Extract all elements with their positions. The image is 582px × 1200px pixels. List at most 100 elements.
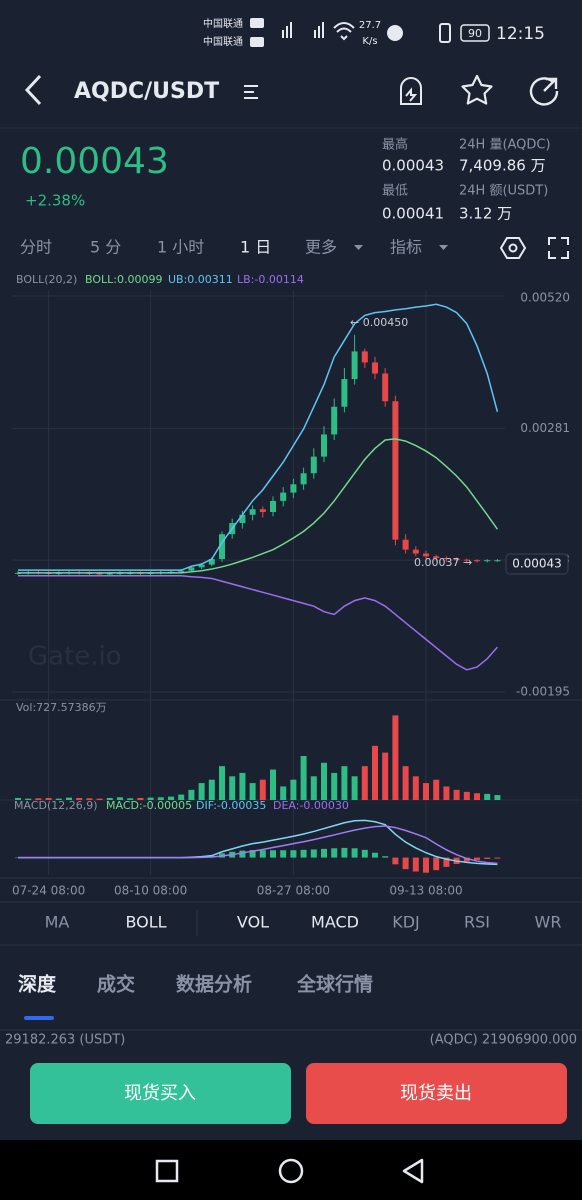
price-change: +2.38% xyxy=(25,192,85,210)
interval-tab[interactable]: 分时 xyxy=(20,238,52,257)
sell-label[interactable]: 现货卖出 xyxy=(400,1083,472,1104)
candle-body xyxy=(412,549,419,554)
macd-bar xyxy=(494,857,501,859)
battery-level: 90 xyxy=(468,27,482,40)
candle-body xyxy=(208,559,215,565)
volume-bar xyxy=(351,776,358,800)
alert-button[interactable] xyxy=(400,77,422,105)
last-price: 0.00043 xyxy=(20,141,169,182)
macd-bar xyxy=(443,857,450,867)
nav-recent[interactable] xyxy=(155,1159,179,1183)
indicator-tab-active[interactable]: MACD xyxy=(311,913,359,932)
nav-home[interactable] xyxy=(278,1158,304,1184)
back-button[interactable] xyxy=(24,74,42,106)
volume-bar xyxy=(331,772,338,800)
macd-bar xyxy=(239,850,246,858)
volume-bar xyxy=(239,772,246,800)
y-tick-label: 0.00281 xyxy=(520,421,570,435)
low-annotation: 0.00037 → xyxy=(414,556,472,569)
candle-body xyxy=(453,559,460,561)
favorite-button[interactable] xyxy=(461,74,493,105)
stat-label: 最低 xyxy=(382,184,408,199)
macd-bar xyxy=(463,857,470,862)
y-tick-label: -0.00195 xyxy=(516,685,570,699)
volume-bar xyxy=(45,797,52,800)
indicator-tab-active[interactable]: VOL xyxy=(237,913,269,932)
section-tab[interactable]: 全球行情 xyxy=(296,973,373,996)
volume-bar xyxy=(412,776,419,800)
indicator-tab[interactable]: MA xyxy=(45,913,70,932)
dropdown-arrow xyxy=(439,245,448,250)
interval-tab[interactable]: 1 小时 xyxy=(157,238,204,257)
x-tick-label: 09-13 08:00 xyxy=(389,884,462,898)
stat-label: 24H 量(AQDC) xyxy=(459,138,551,153)
legend: LB:-0.00114 xyxy=(237,273,304,286)
buy-label[interactable]: 现货买入 xyxy=(124,1083,196,1104)
macd-bar xyxy=(402,857,409,870)
y-tick-label: 0.00520 xyxy=(520,291,570,305)
volume-bar xyxy=(494,795,501,800)
volume-bar xyxy=(55,798,62,800)
boll-mid xyxy=(18,438,499,574)
stat-label: 最高 xyxy=(382,137,408,153)
candle-body xyxy=(270,500,276,512)
volume-bar xyxy=(157,797,164,800)
macd-bar xyxy=(331,848,338,858)
legend: BOLL:0.00099 xyxy=(85,273,162,286)
indicator-tab[interactable]: RSI xyxy=(464,913,490,932)
volume-bar xyxy=(198,783,205,800)
indicator-tab-active[interactable]: BOLL xyxy=(125,913,166,932)
volume-bar xyxy=(66,797,72,800)
nav-back[interactable] xyxy=(402,1158,424,1184)
volume-bar xyxy=(474,793,480,800)
interval-tab[interactable]: 更多 xyxy=(305,238,337,257)
volume-bar xyxy=(117,797,123,800)
indicator-tab[interactable]: KDJ xyxy=(392,913,420,932)
candle-body xyxy=(280,492,287,501)
pair-menu[interactable] xyxy=(244,85,258,99)
macd-bar xyxy=(290,850,297,858)
candle-body xyxy=(188,567,195,571)
section-tab[interactable]: 成交 xyxy=(97,973,135,996)
volume-bar xyxy=(463,791,470,800)
legend: MACD(12,26,9) xyxy=(14,799,98,812)
sell-button[interactable] xyxy=(306,1063,567,1124)
settings-button[interactable] xyxy=(499,237,527,259)
volume-bar xyxy=(208,779,215,800)
candle-body xyxy=(96,573,103,575)
indicator-tab[interactable]: WR xyxy=(535,913,562,932)
candle-body xyxy=(198,564,205,568)
boll-upper xyxy=(18,303,499,571)
last-price-tag xyxy=(505,553,569,575)
volume-bar xyxy=(178,794,185,800)
macd-bar xyxy=(280,850,287,858)
candle-body xyxy=(300,473,307,485)
candle-body xyxy=(423,553,429,557)
buy-button[interactable] xyxy=(30,1063,291,1124)
section-tab-active[interactable]: 深度 xyxy=(18,973,57,996)
candle-body xyxy=(106,573,113,575)
candle-body xyxy=(259,509,266,512)
settings-dot xyxy=(508,243,518,253)
volume-bar xyxy=(300,756,307,800)
interval-tab-active[interactable]: 1 日 xyxy=(240,238,271,257)
interval-tab[interactable]: 5 分 xyxy=(90,238,121,257)
candle-body xyxy=(178,570,185,572)
candle-body xyxy=(341,379,348,407)
macd-bar xyxy=(351,848,358,858)
pair-title[interactable]: AQDC/USDT xyxy=(74,79,219,104)
stat-value: 7,409.86 万 xyxy=(459,157,546,175)
fullscreen-button[interactable] xyxy=(548,237,569,259)
candle-body xyxy=(361,351,368,363)
share-button[interactable] xyxy=(529,77,559,106)
dea-line xyxy=(18,825,498,865)
macd-bar xyxy=(382,856,389,858)
section-tab[interactable]: 数据分析 xyxy=(176,973,252,996)
interval-tab[interactable]: 指标 xyxy=(390,238,422,257)
legend: DEA:-0.00030 xyxy=(273,799,349,812)
candle-body xyxy=(433,556,440,558)
macd-bar xyxy=(249,850,256,858)
net-speed-unit: K/s xyxy=(362,36,377,47)
volume-bar xyxy=(127,798,134,800)
high-annotation: ← 0.00450 xyxy=(350,316,408,329)
